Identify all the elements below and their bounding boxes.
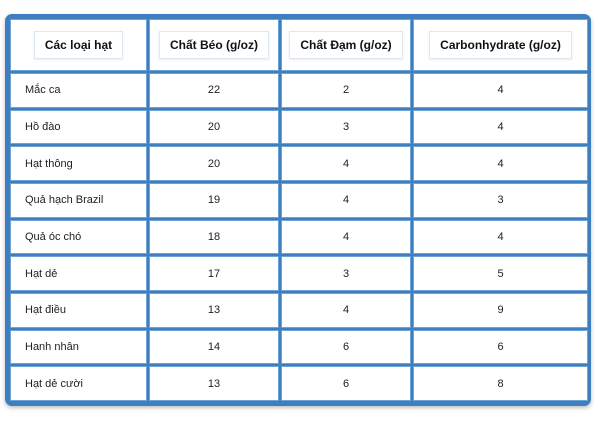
- nut-name-cell: Hạt dẻ: [10, 256, 147, 291]
- header-protein-label: Chất Đạm (g/oz): [289, 31, 403, 59]
- protein-cell: 4: [281, 146, 411, 181]
- header-carbs: Carbonhydrate (g/oz): [413, 19, 588, 71]
- protein-cell: 4: [281, 292, 411, 328]
- protein-cell: 2: [281, 73, 411, 108]
- nutrition-table: Các loại hạt Chất Béo (g/oz) Chất Đạm (g…: [8, 17, 590, 403]
- carbs-cell: 8: [413, 366, 588, 401]
- fat-cell: 20: [149, 146, 279, 181]
- header-nut-type: Các loại hạt: [10, 19, 147, 71]
- table-row: Hạt dẻ 17 3 5: [10, 256, 588, 291]
- protein-cell: 6: [281, 366, 411, 401]
- table-row: Hanh nhân 14 6 6: [10, 329, 588, 365]
- fat-cell: 19: [149, 182, 279, 218]
- protein-cell: 3: [281, 256, 411, 291]
- fat-cell: 20: [149, 109, 279, 145]
- header-fat: Chất Béo (g/oz): [149, 19, 279, 71]
- carbs-cell: 3: [413, 182, 588, 218]
- nut-name-cell: Hạt điều: [10, 292, 147, 328]
- nut-name-cell: Hanh nhân: [10, 329, 147, 365]
- header-protein: Chất Đạm (g/oz): [281, 19, 411, 71]
- nut-name-cell: Mắc ca: [10, 73, 147, 108]
- nut-name-cell: Quả óc chó: [10, 219, 147, 255]
- fat-cell: 17: [149, 256, 279, 291]
- carbs-cell: 4: [413, 73, 588, 108]
- carbs-cell: 6: [413, 329, 588, 365]
- table-row: Quả óc chó 18 4 4: [10, 219, 588, 255]
- fat-cell: 13: [149, 366, 279, 401]
- header-fat-label: Chất Béo (g/oz): [159, 31, 269, 59]
- table-row: Quả hạch Brazil 19 4 3: [10, 182, 588, 218]
- protein-cell: 4: [281, 182, 411, 218]
- protein-cell: 3: [281, 109, 411, 145]
- carbs-cell: 9: [413, 292, 588, 328]
- protein-cell: 4: [281, 219, 411, 255]
- table-frame: Các loại hạt Chất Béo (g/oz) Chất Đạm (g…: [5, 14, 591, 406]
- carbs-cell: 4: [413, 146, 588, 181]
- carbs-cell: 4: [413, 109, 588, 145]
- fat-cell: 13: [149, 292, 279, 328]
- nut-name-cell: Hạt dẻ cười: [10, 366, 147, 401]
- table-row: Mắc ca 22 2 4: [10, 73, 588, 108]
- nut-name-cell: Quả hạch Brazil: [10, 182, 147, 218]
- header-nut-type-label: Các loại hạt: [33, 31, 124, 59]
- header-row: Các loại hạt Chất Béo (g/oz) Chất Đạm (g…: [10, 19, 588, 71]
- table-row: Hạt điều 13 4 9: [10, 292, 588, 328]
- protein-cell: 6: [281, 329, 411, 365]
- fat-cell: 22: [149, 73, 279, 108]
- fat-cell: 18: [149, 219, 279, 255]
- carbs-cell: 4: [413, 219, 588, 255]
- header-carbs-label: Carbonhydrate (g/oz): [429, 31, 572, 59]
- table-row: Hạt dẻ cười 13 6 8: [10, 366, 588, 401]
- fat-cell: 14: [149, 329, 279, 365]
- table-row: Hồ đào 20 3 4: [10, 109, 588, 145]
- nut-name-cell: Hồ đào: [10, 109, 147, 145]
- table-row: Hạt thông 20 4 4: [10, 146, 588, 181]
- carbs-cell: 5: [413, 256, 588, 291]
- nut-name-cell: Hạt thông: [10, 146, 147, 181]
